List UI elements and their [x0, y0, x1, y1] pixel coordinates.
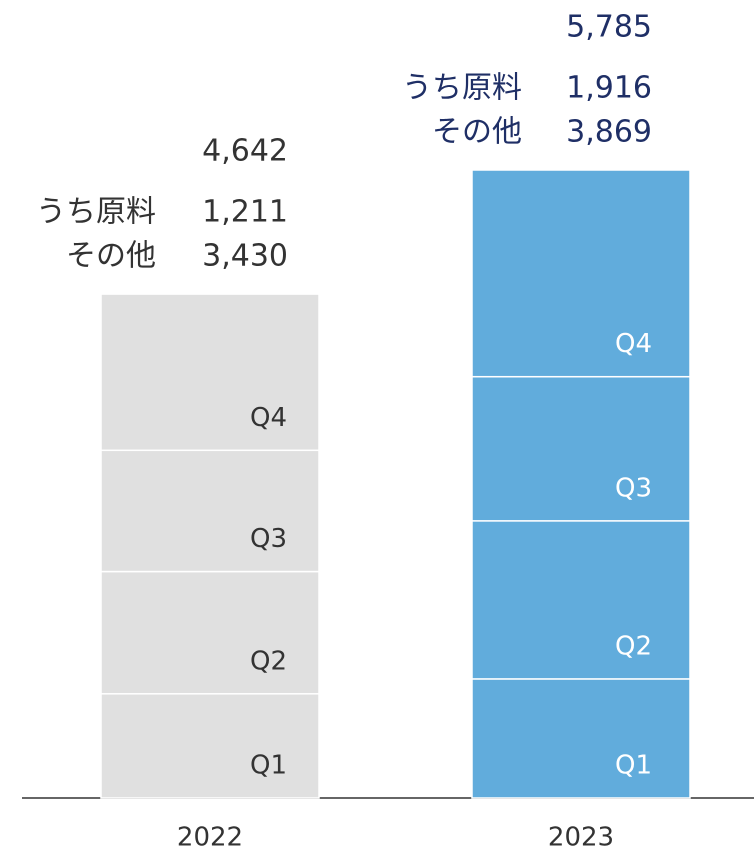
segment-label: Q4 [250, 403, 287, 433]
x-tick-label: 2022 [177, 823, 243, 853]
breakdown-value: 3,430 [202, 239, 288, 274]
segment-label: Q3 [250, 524, 287, 554]
bar-segment [100, 449, 320, 573]
segment-label: Q2 [615, 631, 652, 661]
breakdown-name: その他 [66, 239, 156, 274]
total-label: 4,642 [202, 134, 288, 169]
breakdown-value: 1,916 [566, 71, 652, 106]
bar-segment [471, 169, 691, 378]
bar-segment [100, 293, 320, 452]
breakdown-value: 3,869 [566, 115, 652, 150]
bar-segment [100, 570, 320, 695]
segment-label: Q3 [615, 473, 652, 503]
bar-segment [471, 375, 691, 522]
x-tick-label: 2023 [548, 823, 614, 853]
breakdown-value: 1,211 [202, 195, 288, 230]
total-label: 5,785 [566, 10, 652, 45]
breakdown-name: うち原料 [402, 71, 522, 106]
bar-segment [471, 520, 691, 680]
breakdown-name: その他 [432, 115, 522, 150]
bar-segment [471, 678, 691, 799]
segment-label: Q2 [250, 646, 287, 676]
breakdown-name: うち原料 [36, 195, 156, 230]
segment-label: Q1 [615, 751, 652, 781]
segment-label: Q4 [615, 329, 652, 359]
bar-segment [100, 693, 320, 799]
segment-label: Q1 [250, 751, 287, 781]
